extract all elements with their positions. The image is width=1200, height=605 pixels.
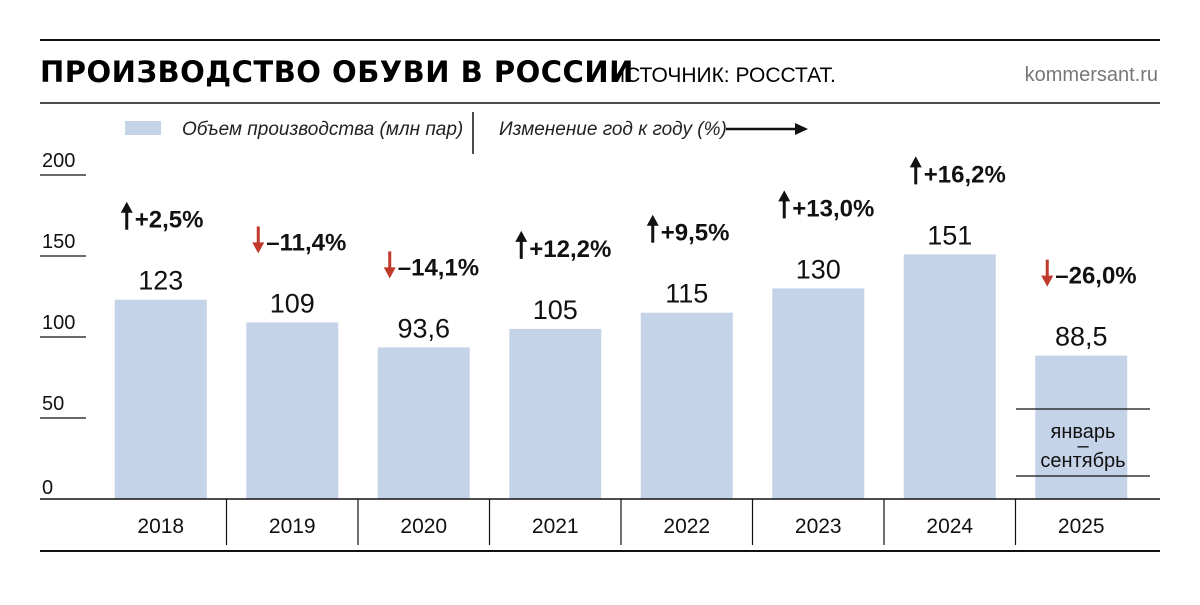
bar: [772, 288, 865, 499]
change-label: +16,2%: [924, 161, 1006, 188]
legend-arrow-icon: [726, 123, 808, 135]
x-tick-label: 2018: [137, 515, 184, 538]
bar: [509, 328, 602, 499]
legend-swatch-volume: [125, 121, 161, 135]
note-line-2: –: [1077, 435, 1089, 457]
source-label: ИСТОЧНИК: РОССТАТ.: [610, 64, 836, 87]
arrow-up-icon: [120, 201, 133, 230]
x-tick-label: 2019: [269, 515, 316, 538]
bar: [246, 322, 339, 499]
change-up: +13,0%: [778, 190, 874, 222]
change-label: +12,2%: [529, 236, 611, 263]
arrow-up-icon: [515, 230, 528, 259]
change-down: –14,1%: [383, 251, 479, 281]
change-label: +2,5%: [135, 207, 204, 234]
x-tick-label: 2025: [1058, 515, 1105, 538]
change-up: +2,5%: [120, 201, 204, 234]
value-label: 115: [665, 279, 708, 309]
arrow-up-icon: [646, 214, 659, 243]
x-tick-label: 2023: [795, 515, 842, 538]
y-axis: 0 50 100 150 200: [40, 150, 86, 499]
chart-title: ПРОИЗВОДСТВО ОБУВИ В РОССИИ: [40, 55, 634, 89]
value-label: 130: [796, 254, 841, 284]
bar: [377, 347, 470, 499]
bar: [114, 299, 207, 499]
change-labels: +2,5% –11,4% –14,1% +12,2% +9,5% +13,0% +16,2%…: [120, 156, 1137, 290]
site-label: kommersant.ru: [1025, 64, 1158, 86]
change-up: +16,2%: [909, 156, 1006, 188]
bars: [114, 254, 1128, 499]
y-tick-label: 150: [42, 231, 75, 253]
change-down: –11,4%: [252, 226, 346, 256]
change-up: +12,2%: [515, 230, 611, 263]
value-label: 88,5: [1055, 322, 1108, 352]
legend-change-label: Изменение год к году (%): [499, 119, 727, 140]
note-line-1: январь: [1051, 421, 1116, 443]
x-tick-label: 2022: [663, 515, 710, 538]
change-label: +9,5%: [661, 220, 730, 247]
x-tick-label: 2021: [532, 515, 579, 538]
bar: [1035, 355, 1128, 499]
legend-volume-label: Объем производства (млн пар): [182, 119, 463, 140]
arrow-down-icon: [252, 226, 265, 254]
change-label: –14,1%: [398, 254, 479, 281]
change-label: +13,0%: [792, 195, 874, 222]
y-tick-label: 100: [42, 312, 75, 334]
bar: [640, 312, 733, 499]
y-tick-label: 200: [42, 150, 75, 172]
y-tick-label: 0: [42, 477, 53, 499]
period-note: январь – сентябрь: [1016, 408, 1150, 477]
arrow-down-icon: [1041, 259, 1054, 287]
change-label: –26,0%: [1055, 263, 1136, 290]
arrow-up-icon: [778, 190, 791, 219]
value-labels: 123 109 93,6 105 115 130 151 88,5: [138, 220, 1107, 351]
value-label: 123: [138, 266, 183, 296]
change-up: +9,5%: [646, 214, 730, 247]
x-axis: 2018 2019 2020 2021 2022 2023 2024 2025: [137, 499, 1105, 545]
value-label: 93,6: [397, 313, 450, 343]
change-label: –11,4%: [266, 229, 346, 256]
arrow-down-icon: [383, 251, 396, 279]
note-line-3: сентябрь: [1040, 450, 1125, 472]
change-down: –26,0%: [1041, 259, 1137, 290]
x-tick-label: 2024: [926, 515, 973, 538]
bar: [903, 254, 996, 499]
value-label: 109: [270, 288, 315, 318]
x-tick-label: 2020: [400, 515, 447, 538]
value-label: 105: [533, 295, 578, 325]
value-label: 151: [927, 220, 972, 250]
y-tick-label: 50: [42, 393, 64, 415]
arrow-up-icon: [909, 156, 922, 185]
